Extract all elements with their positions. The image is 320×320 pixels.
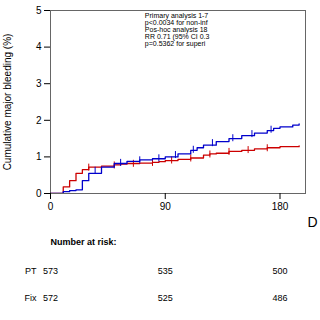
svg-text:Primary analysis 1-7p<0.0034 f: Primary analysis 1-7p<0.0034 for non-inf… (145, 12, 210, 48)
svg-text:573: 573 (43, 266, 58, 276)
svg-text:572: 572 (43, 293, 58, 303)
svg-text:Number at risk:: Number at risk: (51, 237, 117, 247)
svg-text:4: 4 (36, 41, 42, 52)
svg-text:180: 180 (272, 201, 289, 212)
svg-text:535: 535 (158, 266, 173, 276)
svg-text:0: 0 (48, 201, 54, 212)
svg-text:90: 90 (160, 201, 172, 212)
svg-text:525: 525 (158, 293, 173, 303)
svg-text:5: 5 (36, 5, 42, 16)
svg-text:Fix: Fix (25, 293, 37, 303)
svg-text:Cumulative major bleeding (%): Cumulative major bleeding (%) (2, 34, 13, 171)
svg-text:2: 2 (36, 115, 42, 126)
svg-text:500: 500 (272, 266, 287, 276)
svg-text:3: 3 (36, 78, 42, 89)
svg-text:D: D (307, 214, 317, 230)
svg-text:486: 486 (272, 293, 287, 303)
svg-text:1: 1 (36, 151, 42, 162)
svg-text:0: 0 (36, 188, 42, 199)
svg-text:PT: PT (25, 266, 37, 276)
